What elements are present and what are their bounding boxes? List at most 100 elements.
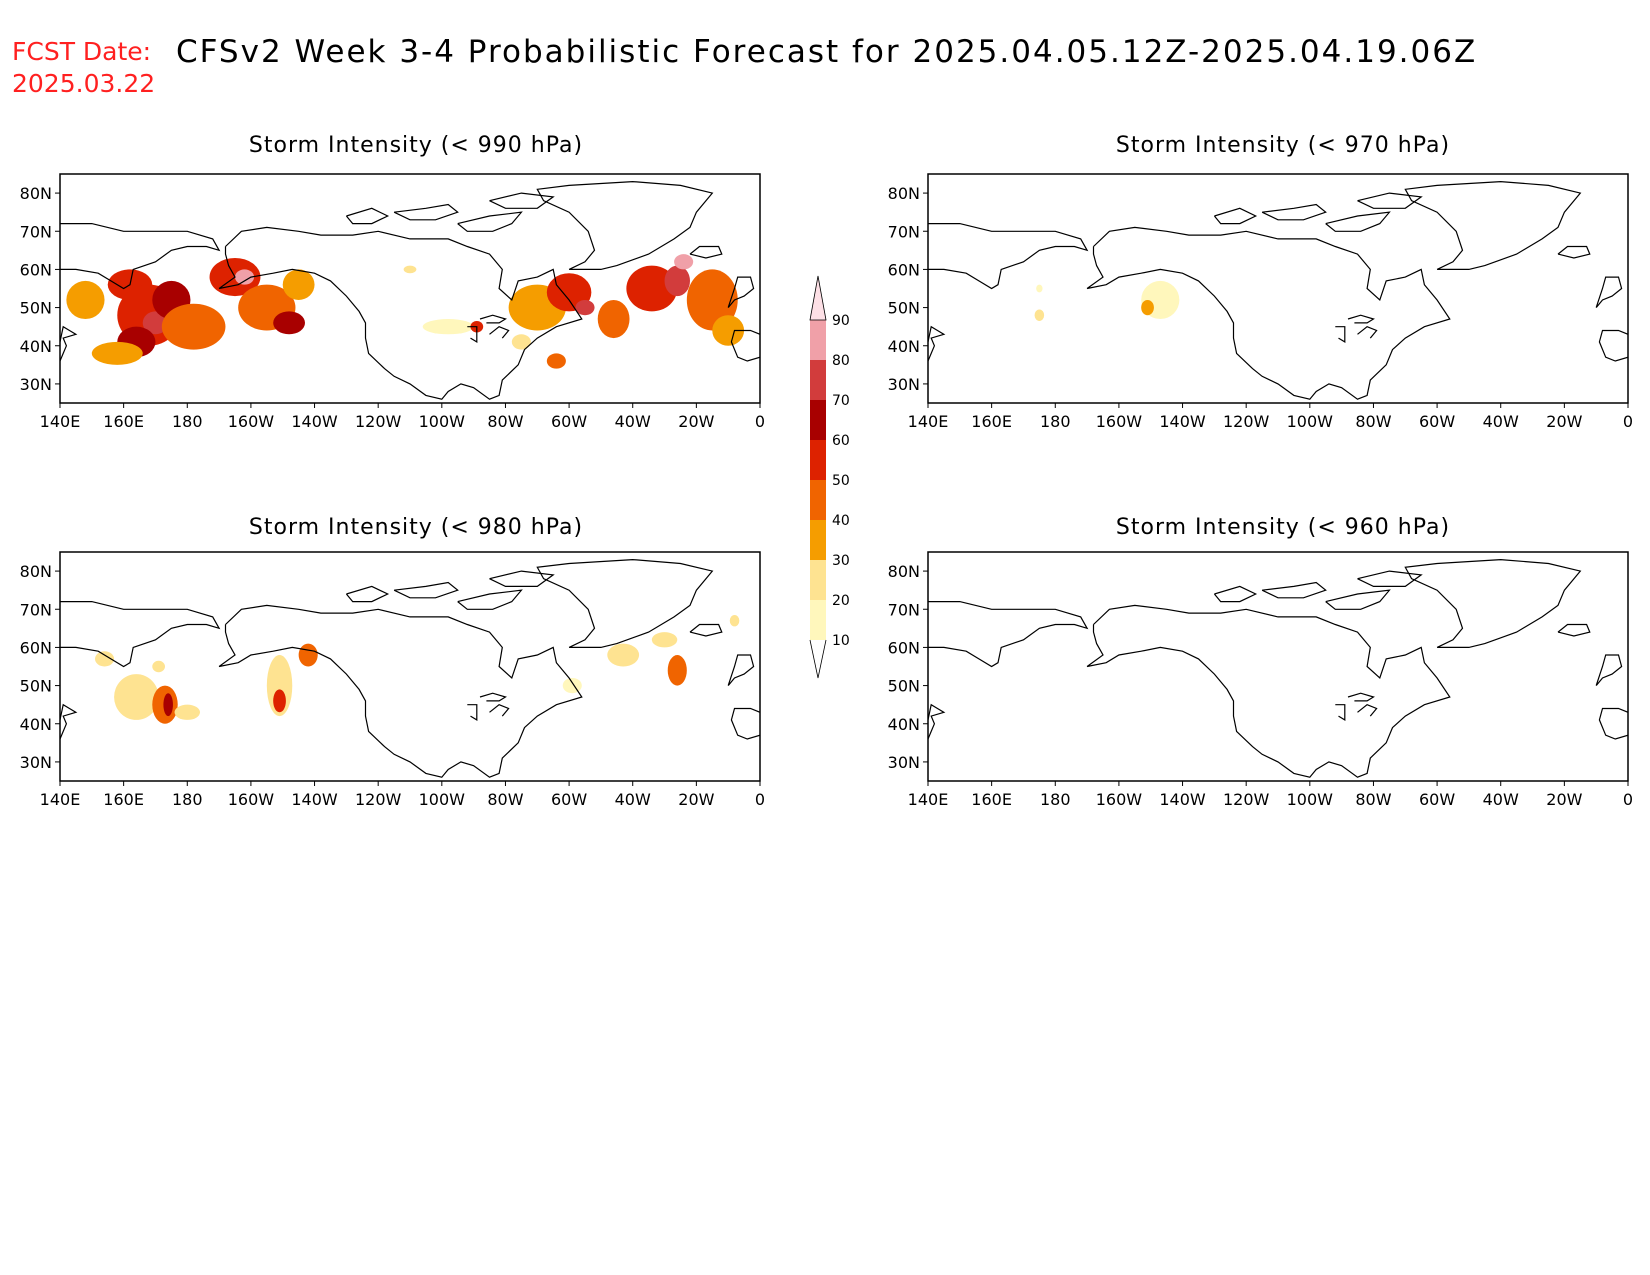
coastline bbox=[1357, 326, 1378, 339]
lat-label: 60N bbox=[888, 638, 920, 657]
probability-area bbox=[546, 353, 566, 369]
lon-label: 140E bbox=[908, 790, 949, 809]
colorbar-segment bbox=[810, 320, 826, 360]
colorbar-segment bbox=[810, 480, 826, 520]
coastline bbox=[536, 180, 714, 270]
lon-label: 140W bbox=[1159, 790, 1206, 809]
lon-label: 20W bbox=[1546, 412, 1582, 431]
lon-label: 20W bbox=[1546, 790, 1582, 809]
lon-label: 140E bbox=[908, 412, 949, 431]
coastline bbox=[1557, 623, 1591, 637]
lat-label: 60N bbox=[20, 260, 52, 279]
lon-label: 120W bbox=[355, 790, 402, 809]
coastline bbox=[345, 585, 390, 603]
lon-label: 60W bbox=[551, 790, 587, 809]
coastline bbox=[479, 692, 507, 702]
lon-label: 100W bbox=[1287, 412, 1334, 431]
lon-label: 180 bbox=[1040, 412, 1071, 431]
lon-label: 120W bbox=[1223, 412, 1270, 431]
lon-label: 40W bbox=[615, 790, 651, 809]
colorbar-cap bbox=[809, 275, 827, 321]
colorbar-label: 10 bbox=[832, 633, 850, 649]
coastline bbox=[689, 623, 723, 637]
coastline bbox=[727, 654, 755, 686]
lon-label: 20W bbox=[678, 790, 714, 809]
coastline bbox=[536, 558, 714, 649]
lon-label: 0 bbox=[755, 790, 765, 809]
lat-label: 50N bbox=[20, 677, 52, 696]
lon-label: 160W bbox=[228, 412, 275, 431]
colorbar-label: 60 bbox=[832, 433, 850, 449]
lon-label: 160E bbox=[103, 790, 144, 809]
map-frame bbox=[59, 551, 761, 782]
lat-label: 30N bbox=[20, 753, 52, 772]
lon-label: 80W bbox=[487, 790, 523, 809]
coastline bbox=[1335, 326, 1346, 343]
lon-label: 140E bbox=[40, 790, 81, 809]
colorbar-segment bbox=[810, 400, 826, 440]
coastline bbox=[1325, 589, 1391, 610]
coastline bbox=[1213, 585, 1258, 603]
coastline bbox=[1595, 276, 1623, 308]
probability-area bbox=[91, 341, 143, 365]
probability-area bbox=[142, 311, 169, 335]
lon-label: 60W bbox=[1419, 412, 1455, 431]
lon-label: 20W bbox=[678, 412, 714, 431]
colorbar-segment bbox=[810, 440, 826, 480]
probability-area bbox=[422, 319, 474, 335]
probability-area bbox=[174, 704, 200, 720]
map-frame bbox=[927, 173, 1629, 404]
coastline bbox=[60, 325, 78, 362]
panel-title-990: Storm Intensity (< 990 hPa) bbox=[249, 133, 583, 158]
lat-label: 40N bbox=[888, 337, 920, 356]
lon-label: 140W bbox=[1159, 412, 1206, 431]
coastline bbox=[1335, 704, 1346, 721]
coastline bbox=[1086, 226, 1451, 400]
probability-area bbox=[626, 265, 678, 312]
probability-area bbox=[1141, 299, 1154, 316]
lon-label: 100W bbox=[419, 790, 466, 809]
lat-label: 70N bbox=[888, 222, 920, 241]
coastline bbox=[1557, 245, 1591, 259]
probability-area bbox=[1034, 309, 1045, 321]
coastline bbox=[489, 326, 510, 339]
probability-area bbox=[511, 334, 531, 350]
colorbar-tail bbox=[809, 639, 827, 679]
coastline bbox=[730, 707, 760, 740]
lon-label: 160E bbox=[971, 790, 1012, 809]
probability-area bbox=[273, 311, 305, 335]
lon-label: 180 bbox=[1040, 790, 1071, 809]
colorbar-label: 50 bbox=[832, 473, 850, 489]
lon-label: 80W bbox=[1355, 412, 1391, 431]
lon-label: 180 bbox=[172, 790, 203, 809]
lat-label: 40N bbox=[888, 715, 920, 734]
probability-area bbox=[607, 643, 640, 667]
lat-label: 70N bbox=[20, 222, 52, 241]
probability-area bbox=[664, 265, 690, 297]
probability-area bbox=[729, 614, 740, 627]
coastline bbox=[1357, 704, 1378, 717]
coastline bbox=[1404, 558, 1582, 649]
coastline bbox=[1598, 329, 1628, 362]
map-area bbox=[60, 180, 760, 400]
lon-label: 120W bbox=[355, 412, 402, 431]
lon-label: 80W bbox=[1355, 790, 1391, 809]
coastline bbox=[218, 604, 583, 778]
probability-area bbox=[95, 651, 115, 667]
lat-label: 50N bbox=[20, 299, 52, 318]
coastline bbox=[1213, 207, 1258, 225]
coastline bbox=[727, 276, 755, 308]
colorbar-label: 40 bbox=[832, 513, 850, 529]
probability-area bbox=[575, 299, 595, 316]
colorbar-label: 80 bbox=[832, 353, 850, 369]
coastline bbox=[1086, 604, 1451, 778]
coastline bbox=[1598, 707, 1628, 740]
probability-area bbox=[273, 689, 286, 713]
colorbar-label: 90 bbox=[832, 313, 850, 329]
lat-label: 50N bbox=[888, 677, 920, 696]
probability-area bbox=[686, 269, 738, 331]
map-panel-960: 140E 160E 180 160W 140W 120W 100W 80W 60W 40W 20W 0… bbox=[888, 551, 1633, 809]
map-area bbox=[928, 558, 1628, 778]
lat-label: 60N bbox=[20, 638, 52, 657]
